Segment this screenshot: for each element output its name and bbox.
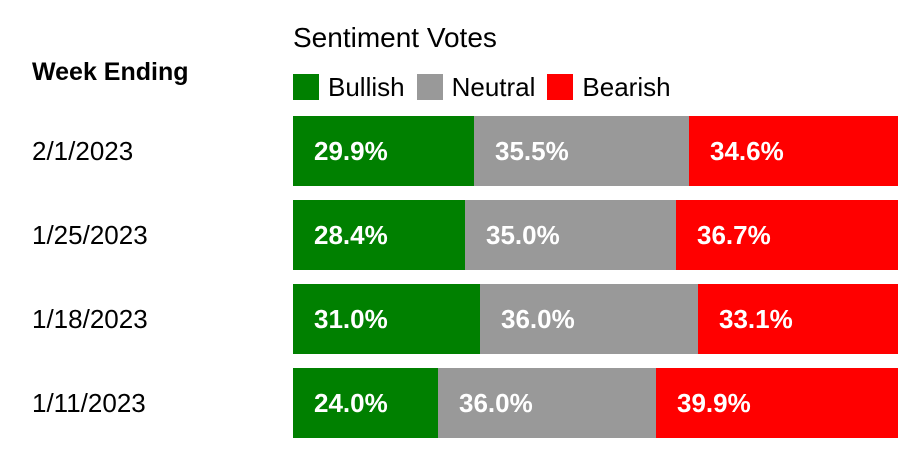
data-label: 29.9%	[314, 136, 388, 166]
legend-label-bearish: Bearish	[582, 71, 671, 102]
bar-segment-bearish: 39.9%	[656, 368, 898, 438]
chart-title: Sentiment Votes	[293, 22, 497, 53]
bar-row: 31.0% 36.0% 33.1%	[293, 284, 898, 354]
data-label: 39.9%	[677, 388, 751, 418]
week-label: 2/1/2023	[32, 136, 134, 166]
data-label: 36.0%	[459, 388, 533, 418]
bar-segment-bullish: 24.0%	[293, 368, 438, 438]
legend-item-neutral: Neutral	[416, 71, 536, 103]
bar-segment-neutral: 36.0%	[438, 368, 656, 438]
bar-row: 29.9% 35.5% 34.6%	[293, 116, 898, 186]
data-label: 34.6%	[710, 136, 784, 166]
bar-segment-bearish: 33.1%	[698, 284, 898, 354]
legend-item-bullish: Bullish	[293, 72, 405, 103]
data-label: 36.7%	[697, 220, 771, 250]
bar-segment-bullish: 28.4%	[293, 200, 465, 270]
bar-segment-bullish: 31.0%	[293, 284, 480, 354]
legend-swatch-bullish	[293, 74, 319, 100]
legend-label-bullish: Bullish	[328, 71, 405, 102]
bar-row: 28.4% 35.0% 36.7%	[293, 200, 898, 270]
data-label: 31.0%	[314, 304, 388, 334]
data-label: 24.0%	[314, 388, 388, 418]
bar-segment-bearish: 34.6%	[689, 116, 898, 186]
legend-swatch-bearish	[547, 74, 574, 100]
data-label: 35.0%	[486, 220, 560, 250]
data-label: 28.4%	[314, 220, 388, 250]
data-label: 35.5%	[495, 136, 569, 166]
legend-label-neutral: Neutral	[451, 71, 536, 102]
bar-segment-neutral: 36.0%	[480, 284, 698, 354]
legend-item-bearish: Bearish	[547, 71, 671, 103]
legend-swatch-neutral	[416, 74, 443, 100]
bar-segment-neutral: 35.0%	[465, 200, 676, 270]
legend: Bullish Neutral Bearish	[293, 72, 683, 102]
bar-segment-bearish: 36.7%	[676, 200, 898, 270]
bar-segment-neutral: 35.5%	[474, 116, 689, 186]
data-label: 33.1%	[719, 304, 793, 334]
bar-segment-bullish: 29.9%	[293, 116, 474, 186]
week-label: 1/25/2023	[32, 220, 148, 250]
bar-row: 24.0% 36.0% 39.9%	[293, 368, 898, 438]
week-label: 1/18/2023	[32, 304, 148, 334]
week-ending-header: Week Ending	[32, 58, 189, 86]
week-label: 1/11/2023	[32, 388, 146, 418]
data-label: 36.0%	[501, 304, 575, 334]
